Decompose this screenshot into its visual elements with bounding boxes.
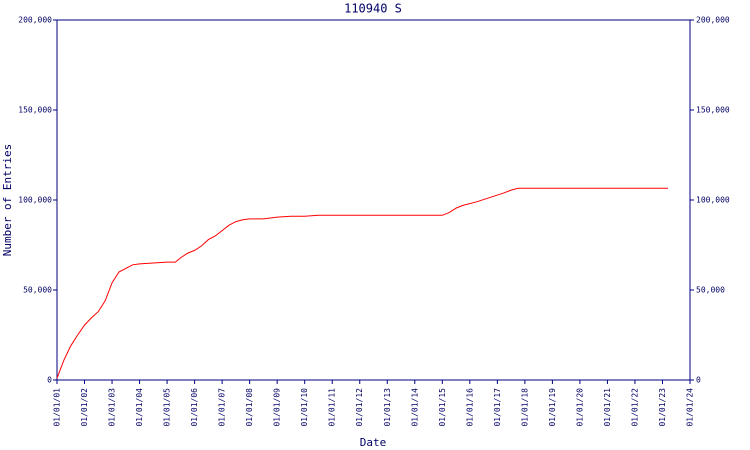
x-tick-label: 01/01/19	[548, 388, 557, 427]
x-tick-label: 01/01/20	[575, 388, 584, 427]
x-tick-label: 01/01/18	[520, 388, 529, 427]
x-tick-label: 01/01/08	[245, 388, 254, 427]
y-tick-label: 150,000	[18, 106, 52, 115]
x-tick-label: 01/01/02	[80, 388, 89, 427]
x-tick-label: 01/01/03	[108, 388, 117, 427]
y-tick-label: 50,000	[23, 286, 52, 295]
x-tick-label: 01/01/22	[630, 388, 639, 427]
x-tick-label: 01/01/13	[383, 388, 392, 427]
x-tick-label: 01/01/21	[603, 388, 612, 427]
y2-tick-label: 150,000	[696, 106, 730, 115]
x-tick-label: 01/01/01	[53, 388, 62, 427]
y-axis-title: Number of Entries	[1, 144, 14, 257]
x-tick-label: 01/01/10	[300, 388, 309, 427]
x-tick-label: 01/01/11	[328, 388, 337, 427]
x-tick-label: 01/01/06	[190, 388, 199, 427]
x-tick-label: 01/01/24	[686, 388, 695, 427]
y-tick-label: 200,000	[18, 16, 52, 25]
y2-tick-label: 100,000	[696, 196, 730, 205]
y2-tick-label: 50,000	[696, 286, 725, 295]
x-axis-title: Date	[360, 436, 387, 449]
x-tick-label: 01/01/16	[465, 388, 474, 427]
data-line	[56, 187, 668, 379]
chart-title: 110940 S	[344, 2, 402, 16]
y2-tick-label: 200,000	[696, 16, 730, 25]
x-tick-label: 01/01/23	[658, 388, 667, 427]
x-tick-label: 01/01/17	[493, 388, 502, 427]
x-tick-label: 01/01/14	[410, 388, 419, 427]
x-tick-label: 01/01/04	[135, 388, 144, 427]
x-tick-label: 01/01/15	[438, 388, 447, 427]
x-tick-label: 01/01/12	[355, 388, 364, 427]
y-tick-label: 0	[47, 376, 52, 385]
y-tick-label: 100,000	[18, 196, 52, 205]
x-tick-label: 01/01/09	[273, 388, 282, 427]
y2-tick-label: 0	[696, 376, 701, 385]
x-tick-label: 01/01/07	[218, 388, 227, 427]
x-tick-label: 01/01/05	[163, 388, 172, 427]
